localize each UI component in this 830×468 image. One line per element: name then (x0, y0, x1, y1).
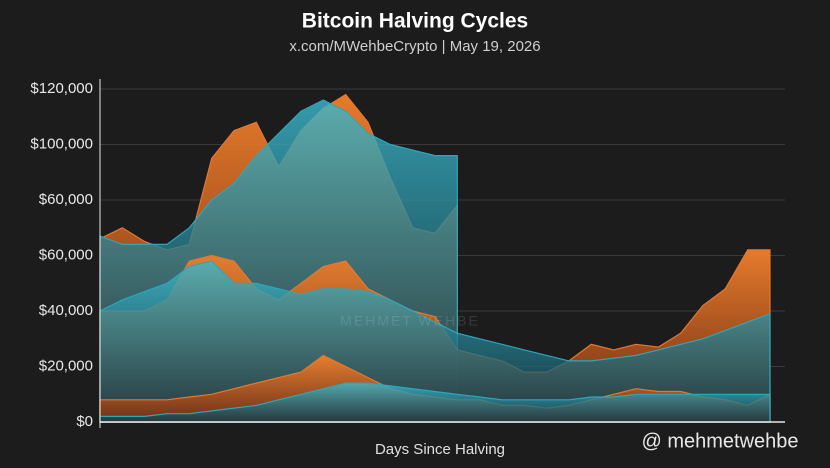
y-tick-label: $60,000 (39, 191, 93, 208)
y-tick-label: $40,000 (39, 302, 93, 319)
handle: @ mehmetwehbe (641, 430, 798, 452)
area (99, 382, 771, 423)
y-tick-label: $120,000 (30, 80, 93, 97)
x-axis-label: Days Since Halving (375, 441, 505, 458)
chart-title: Bitcoin Halving Cycles (302, 10, 528, 33)
y-tick-label: $0 (76, 413, 93, 430)
watermark: MEHMET WEHBE (340, 313, 480, 329)
y-tick-label: $60,000 (39, 246, 93, 263)
y-tick-label: $20,000 (39, 357, 93, 374)
chart-subtitle: x.com/MWehbeCrypto | May 19, 2026 (289, 38, 540, 55)
y-tick-label: $100,000 (30, 135, 93, 152)
